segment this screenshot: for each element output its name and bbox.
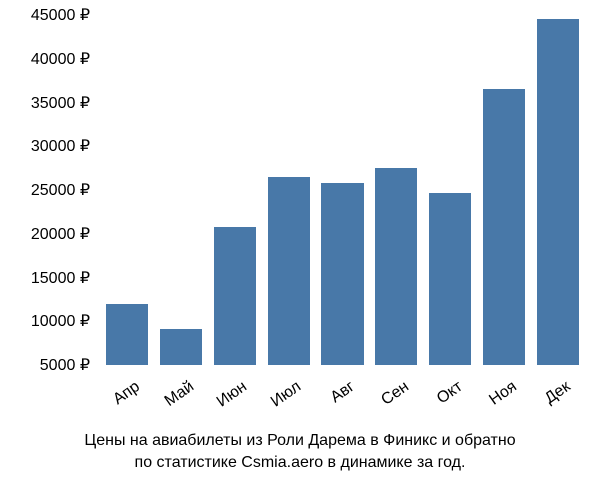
bar xyxy=(483,89,525,365)
bar xyxy=(268,177,310,365)
x-tick-label: Июл xyxy=(268,378,305,411)
x-tick-label: Ноя xyxy=(486,378,520,409)
y-axis: 5000 ₽10000 ₽15000 ₽20000 ₽25000 ₽30000 … xyxy=(0,15,95,365)
bar xyxy=(106,304,148,365)
bar xyxy=(160,329,202,365)
bars-group xyxy=(100,15,585,365)
x-tick-label: Сен xyxy=(378,378,412,410)
y-tick-label: 35000 ₽ xyxy=(31,93,90,113)
x-tick-label: Авг xyxy=(328,378,359,407)
y-tick-label: 30000 ₽ xyxy=(31,136,90,156)
x-tick-label: Дек xyxy=(542,378,574,408)
bar xyxy=(537,19,579,365)
caption: Цены на авиабилеты из Роли Дарема в Фини… xyxy=(0,430,600,473)
plot-area xyxy=(100,15,585,365)
y-tick-label: 25000 ₽ xyxy=(31,180,90,200)
y-tick-label: 15000 ₽ xyxy=(31,268,90,288)
caption-line-2: по статистике Csmia.aero в динамике за г… xyxy=(0,452,600,474)
x-axis: Апр Май Июн Июл Авг Сен Окт Ноя Дек xyxy=(100,370,585,430)
y-tick-label: 10000 ₽ xyxy=(31,311,90,331)
y-tick-label: 40000 ₽ xyxy=(31,49,90,69)
x-tick-label: Окт xyxy=(434,378,466,408)
x-tick-label: Июн xyxy=(214,378,251,411)
y-tick-label: 20000 ₽ xyxy=(31,224,90,244)
y-tick-label: 45000 ₽ xyxy=(31,5,90,25)
bar xyxy=(214,227,256,365)
x-tick-label: Апр xyxy=(110,378,143,409)
bar xyxy=(375,168,417,365)
caption-line-1: Цены на авиабилеты из Роли Дарема в Фини… xyxy=(0,430,600,452)
y-tick-label: 5000 ₽ xyxy=(40,355,90,375)
bar xyxy=(321,183,363,365)
x-tick-label: Май xyxy=(161,378,197,411)
chart-container: 5000 ₽ 10000 ₽ 15000 ₽ 20000 ₽ 25000 ₽ 30000 … xyxy=(0,0,600,500)
bar xyxy=(429,193,471,365)
